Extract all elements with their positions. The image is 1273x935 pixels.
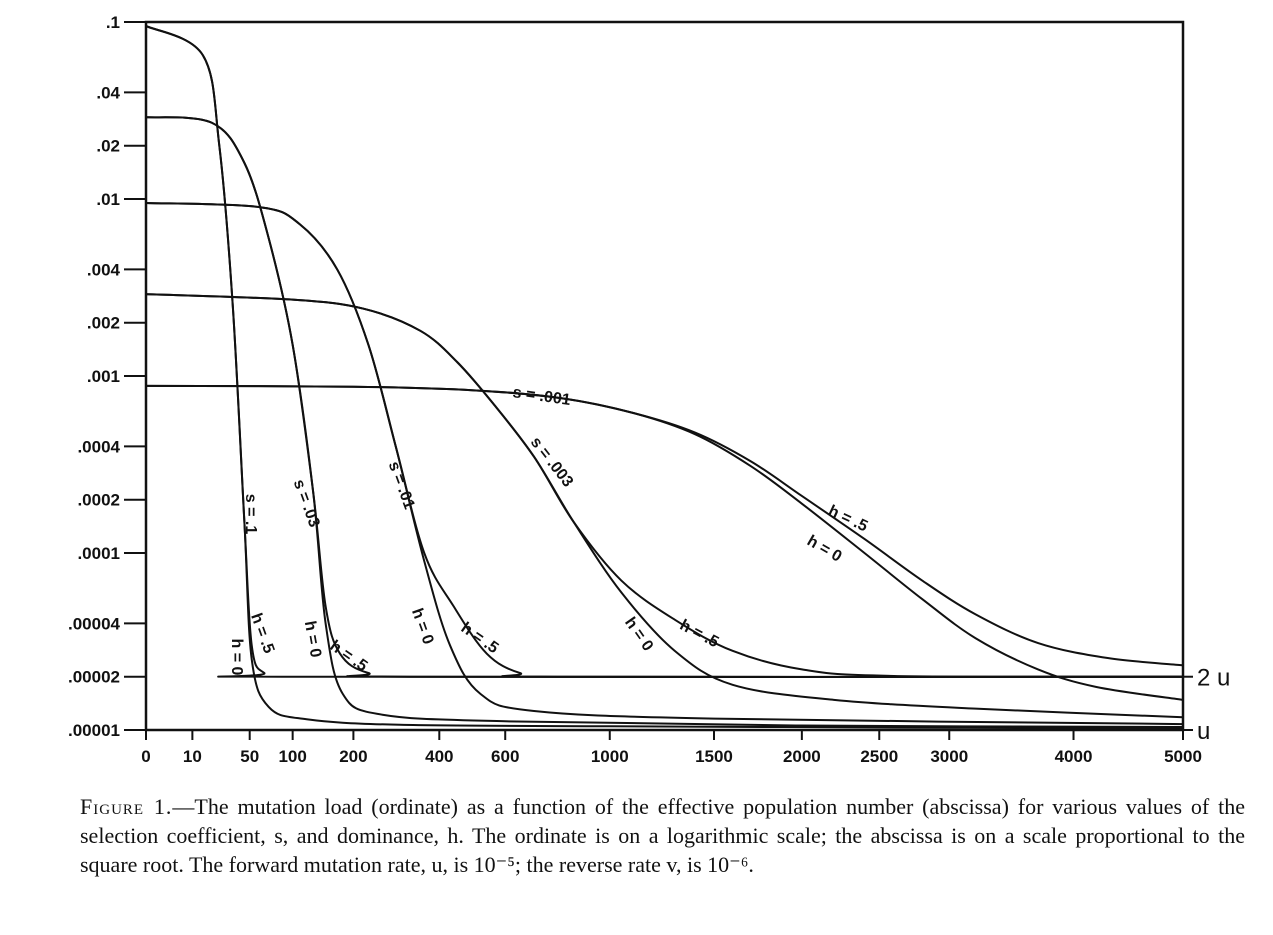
curve-labels: s = .1 s = .03 s = .01 s = .003 s = .001 h = … [228, 384, 870, 675]
y-tick-label: .1 [106, 13, 120, 32]
curve-label-s: s = .1 [242, 494, 259, 535]
curve-label-h: h = .5 [458, 619, 502, 657]
y-tick-label: .00001 [68, 721, 120, 740]
y-tick-label: .001 [87, 367, 120, 386]
curve-label-h: h = 0 [408, 606, 437, 647]
series-line-001-h0 [145, 384, 1184, 701]
y-tick-label: .0004 [77, 437, 120, 456]
series-line-03-h05 [145, 116, 1184, 678]
x-tick-label: 600 [491, 747, 519, 766]
series-line-003-h05 [145, 293, 1184, 678]
curve-label-h: h = 0 [804, 533, 845, 566]
caption-figure-label: Figure 1. [80, 794, 173, 819]
series-line-01-h0 [145, 201, 1184, 726]
right-reference-label: u [1197, 718, 1210, 745]
series-layer [145, 25, 1184, 730]
curve-label-s: s = .03 [290, 477, 323, 529]
y-tick-label: .002 [87, 314, 120, 333]
plot-axes: .1 .04 .02 .01 .004 .002 .001 .0004 .0002 .0001 .0… [68, 13, 1230, 766]
curve-label-h: h = 0 [621, 614, 656, 654]
x-tick-label: 200 [339, 747, 367, 766]
curve-label-h: h = .5 [826, 502, 871, 535]
x-tick-label: 50 [240, 747, 259, 766]
mutation-load-chart: .1 .04 .02 .01 .004 .002 .001 .0004 .0002 .0001 .0… [68, 13, 1230, 766]
curve-label-s: s = .001 [512, 384, 572, 409]
y-tick-label: .00004 [68, 614, 121, 633]
x-tick-label: 1000 [591, 747, 629, 766]
curve-label-h: h = 0 [301, 620, 324, 659]
curve-label-h: h = .5 [677, 617, 722, 651]
y-tick-label: .0001 [77, 544, 120, 563]
right-reference-label: 2 u [1197, 665, 1230, 692]
y-tick-label: .02 [96, 137, 120, 156]
y-tick-label: .0002 [77, 491, 120, 510]
caption-text: —The mutation load (ordinate) as a funct… [80, 794, 1251, 877]
series-line-1-h05 [145, 25, 1184, 678]
y-tick-label: .00002 [68, 668, 120, 687]
x-tick-label: 2000 [783, 747, 821, 766]
y-tick-label: .01 [96, 190, 120, 209]
x-tick-label: 400 [425, 747, 453, 766]
series-line-01-h05 [145, 201, 1184, 678]
x-tick-label: 100 [278, 747, 306, 766]
y-tick-label: .04 [96, 83, 120, 102]
x-tick-label: 1500 [695, 747, 733, 766]
curve-label-h: h = 0 [228, 639, 245, 676]
curve-label-s: s = .003 [527, 434, 576, 490]
curve-label-s: s = .01 [385, 459, 418, 511]
x-tick-label: 5000 [1164, 747, 1202, 766]
x-tick-label: 10 [183, 747, 202, 766]
x-tick-label: 3000 [930, 747, 968, 766]
series-line-001-h05 [145, 384, 1184, 667]
y-tick-label: .004 [87, 260, 121, 279]
figure-caption: Figure 1.—The mutation load (ordinate) a… [80, 792, 1245, 879]
x-tick-label: 0 [141, 747, 150, 766]
x-tick-label: 4000 [1055, 747, 1093, 766]
x-tick-label: 2500 [860, 747, 898, 766]
